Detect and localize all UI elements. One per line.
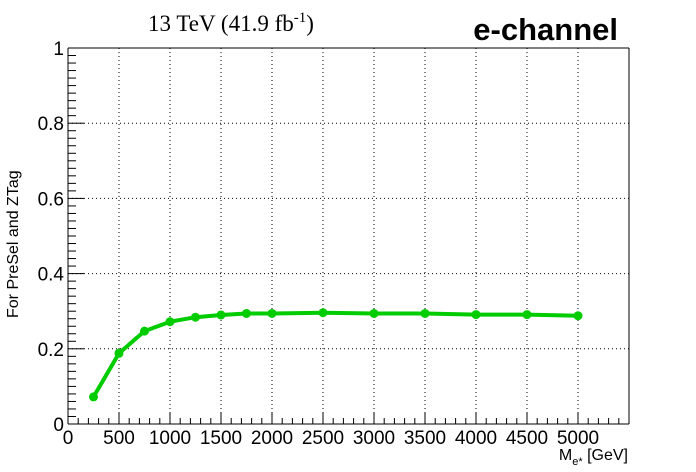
x-tick-label: 2500 (302, 428, 344, 449)
data-point (420, 308, 430, 318)
grid (68, 47, 630, 424)
y-ticks: 0 0.2 0.4 0.6 0.8 1 (38, 39, 84, 436)
x-tick-label: 2000 (251, 428, 293, 449)
data-point (267, 308, 277, 318)
efficiency-line (91, 310, 579, 398)
y-tick-label: 0.6 (38, 189, 64, 210)
x-tick-label: 1500 (200, 428, 242, 449)
x-tick-label: 0 (63, 428, 74, 449)
x-axis-title: Me* [GeV] (559, 447, 628, 468)
data-point (191, 312, 200, 322)
data-point (89, 392, 98, 402)
data-point (471, 310, 481, 320)
y-tick-label: 0.8 (38, 114, 64, 135)
x-ticks: 0 500 1000 1500 2000 2500 3000 3500 4000 4500 5000 (63, 413, 620, 449)
axes (67, 48, 629, 425)
x-tick-label: 5000 (557, 428, 599, 449)
y-tick-label: 0 (53, 415, 64, 436)
x-tick-label: 500 (103, 428, 135, 449)
x-tick-label: 1000 (149, 428, 191, 449)
data-point (573, 311, 583, 321)
data-point (369, 308, 379, 318)
x-tick-label: 4000 (455, 428, 497, 449)
y-tick-label: 0.4 (38, 265, 65, 286)
y-tick-label: 1 (53, 39, 64, 60)
data-point (140, 326, 149, 336)
data-point (522, 310, 532, 320)
data-point (318, 308, 328, 318)
luminosity-label: 13 TeV (41.9 fb-1) (148, 10, 314, 36)
data-point (165, 317, 175, 327)
channel-label: e-channel (473, 12, 618, 47)
y-tick-label: 0.2 (38, 340, 64, 361)
x-tick-label: 3500 (404, 428, 446, 449)
data-point (216, 310, 226, 320)
y-axis-title: For PreSel and ZTag (5, 170, 22, 318)
x-tick-label: 4500 (506, 428, 548, 449)
series (89, 308, 583, 402)
data-point (242, 308, 251, 318)
x-tick-label: 3000 (353, 428, 395, 449)
data-point (114, 348, 124, 358)
